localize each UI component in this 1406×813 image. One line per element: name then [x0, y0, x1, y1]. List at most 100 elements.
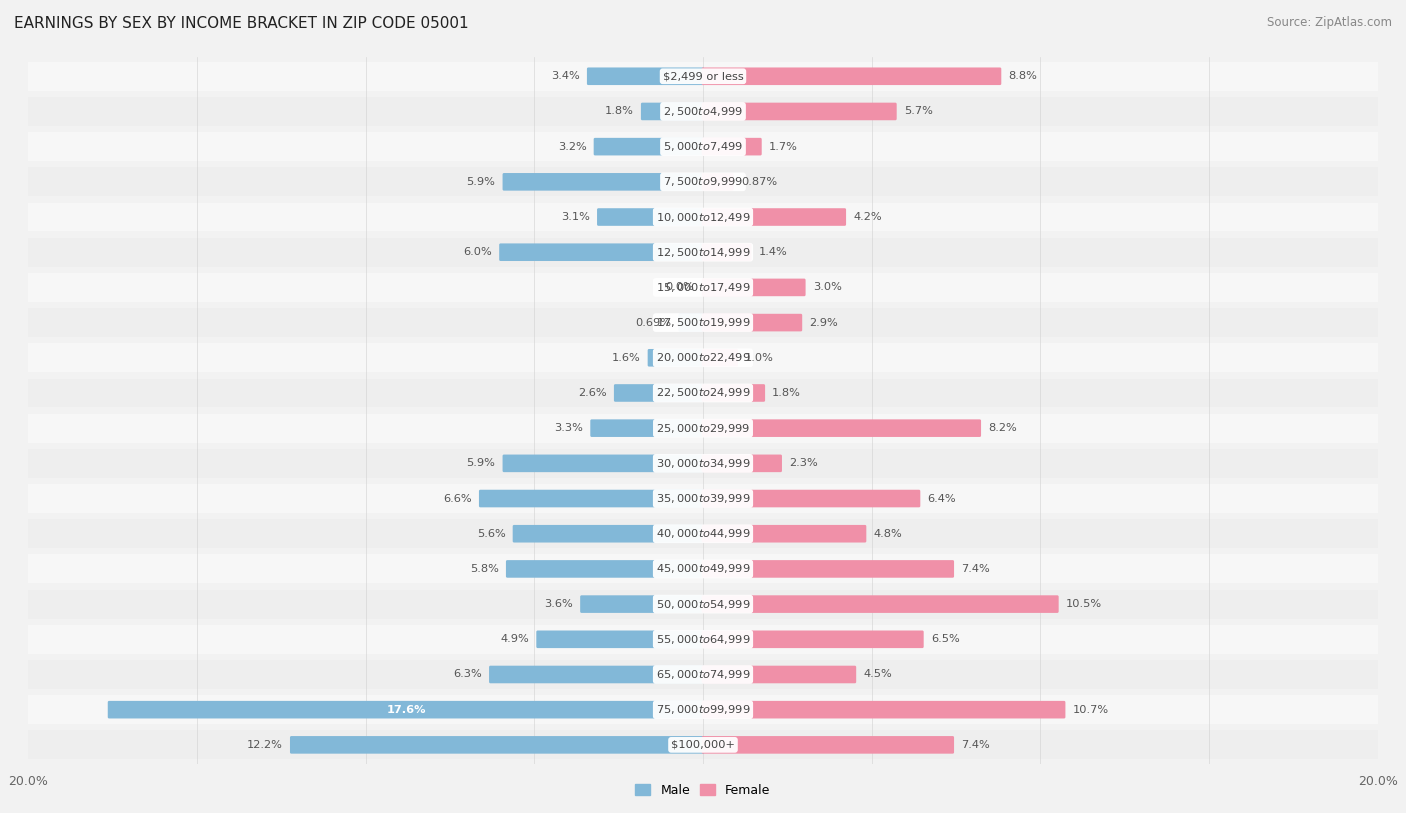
FancyBboxPatch shape — [108, 701, 704, 719]
Text: $30,000 to $34,999: $30,000 to $34,999 — [655, 457, 751, 470]
FancyBboxPatch shape — [702, 314, 803, 332]
FancyBboxPatch shape — [702, 279, 806, 296]
Text: 3.4%: 3.4% — [551, 72, 579, 81]
Text: 5.9%: 5.9% — [467, 459, 495, 468]
FancyBboxPatch shape — [702, 454, 782, 472]
Text: $75,000 to $99,999: $75,000 to $99,999 — [655, 703, 751, 716]
Text: 8.8%: 8.8% — [1008, 72, 1038, 81]
FancyBboxPatch shape — [598, 208, 704, 226]
Bar — [28, 695, 1378, 724]
Text: 0.87%: 0.87% — [741, 177, 778, 187]
FancyBboxPatch shape — [702, 666, 856, 683]
Text: 1.6%: 1.6% — [612, 353, 641, 363]
Text: 0.0%: 0.0% — [665, 282, 695, 293]
Bar — [28, 62, 1378, 91]
Bar — [28, 167, 1378, 196]
Text: 5.9%: 5.9% — [467, 177, 495, 187]
FancyBboxPatch shape — [614, 385, 704, 402]
Text: 10.7%: 10.7% — [1073, 705, 1108, 715]
Text: $10,000 to $12,499: $10,000 to $12,499 — [655, 211, 751, 224]
FancyBboxPatch shape — [702, 560, 955, 578]
Text: EARNINGS BY SEX BY INCOME BRACKET IN ZIP CODE 05001: EARNINGS BY SEX BY INCOME BRACKET IN ZIP… — [14, 16, 468, 31]
FancyBboxPatch shape — [702, 701, 1066, 719]
FancyBboxPatch shape — [702, 631, 924, 648]
Text: 3.1%: 3.1% — [561, 212, 591, 222]
FancyBboxPatch shape — [581, 595, 704, 613]
Text: 4.9%: 4.9% — [501, 634, 529, 644]
Bar — [28, 97, 1378, 126]
FancyBboxPatch shape — [648, 349, 704, 367]
Text: $15,000 to $17,499: $15,000 to $17,499 — [655, 281, 751, 294]
Text: 3.6%: 3.6% — [544, 599, 574, 609]
Text: $22,500 to $24,999: $22,500 to $24,999 — [655, 386, 751, 399]
Text: $2,499 or less: $2,499 or less — [662, 72, 744, 81]
FancyBboxPatch shape — [593, 138, 704, 155]
Text: 8.2%: 8.2% — [988, 423, 1017, 433]
Text: 1.7%: 1.7% — [769, 141, 797, 152]
Bar — [28, 449, 1378, 478]
Text: $55,000 to $64,999: $55,000 to $64,999 — [655, 633, 751, 646]
FancyBboxPatch shape — [489, 666, 704, 683]
FancyBboxPatch shape — [702, 102, 897, 120]
FancyBboxPatch shape — [479, 489, 704, 507]
Text: 6.6%: 6.6% — [443, 493, 472, 503]
Text: $40,000 to $44,999: $40,000 to $44,999 — [655, 527, 751, 540]
Bar — [28, 343, 1378, 372]
Text: 12.2%: 12.2% — [247, 740, 283, 750]
Text: 7.4%: 7.4% — [962, 740, 990, 750]
FancyBboxPatch shape — [290, 736, 704, 754]
Text: 7.4%: 7.4% — [962, 564, 990, 574]
Text: $65,000 to $74,999: $65,000 to $74,999 — [655, 668, 751, 681]
Text: 2.3%: 2.3% — [789, 459, 818, 468]
Text: $100,000+: $100,000+ — [671, 740, 735, 750]
FancyBboxPatch shape — [506, 560, 704, 578]
Text: 10.5%: 10.5% — [1066, 599, 1102, 609]
Text: $5,000 to $7,499: $5,000 to $7,499 — [664, 140, 742, 153]
Text: 3.3%: 3.3% — [554, 423, 583, 433]
Bar — [28, 589, 1378, 619]
FancyBboxPatch shape — [702, 243, 752, 261]
Bar — [28, 730, 1378, 759]
Bar — [28, 133, 1378, 161]
Text: 3.0%: 3.0% — [813, 282, 842, 293]
FancyBboxPatch shape — [702, 138, 762, 155]
Text: $17,500 to $19,999: $17,500 to $19,999 — [655, 316, 751, 329]
Text: $50,000 to $54,999: $50,000 to $54,999 — [655, 598, 751, 611]
Bar — [28, 202, 1378, 232]
Text: 1.0%: 1.0% — [745, 353, 775, 363]
FancyBboxPatch shape — [702, 420, 981, 437]
Text: $45,000 to $49,999: $45,000 to $49,999 — [655, 563, 751, 576]
Text: 5.7%: 5.7% — [904, 107, 932, 116]
FancyBboxPatch shape — [586, 67, 704, 85]
FancyBboxPatch shape — [702, 67, 1001, 85]
Text: 5.6%: 5.6% — [477, 528, 506, 539]
Legend: Male, Female: Male, Female — [636, 784, 770, 797]
Text: 4.2%: 4.2% — [853, 212, 882, 222]
Bar — [28, 660, 1378, 689]
FancyBboxPatch shape — [499, 243, 704, 261]
Text: 2.9%: 2.9% — [810, 318, 838, 328]
FancyBboxPatch shape — [641, 102, 704, 120]
Text: $20,000 to $22,499: $20,000 to $22,499 — [655, 351, 751, 364]
Text: 6.5%: 6.5% — [931, 634, 959, 644]
Bar — [28, 484, 1378, 513]
FancyBboxPatch shape — [502, 454, 704, 472]
Text: $7,500 to $9,999: $7,500 to $9,999 — [664, 176, 742, 189]
Text: $2,500 to $4,999: $2,500 to $4,999 — [664, 105, 742, 118]
FancyBboxPatch shape — [702, 349, 738, 367]
Text: $12,500 to $14,999: $12,500 to $14,999 — [655, 246, 751, 259]
FancyBboxPatch shape — [536, 631, 704, 648]
FancyBboxPatch shape — [702, 489, 921, 507]
Text: $25,000 to $29,999: $25,000 to $29,999 — [655, 422, 751, 435]
Text: 2.6%: 2.6% — [578, 388, 607, 398]
FancyBboxPatch shape — [502, 173, 704, 190]
Text: 4.5%: 4.5% — [863, 669, 891, 680]
Bar — [28, 379, 1378, 407]
Text: 6.4%: 6.4% — [928, 493, 956, 503]
FancyBboxPatch shape — [702, 525, 866, 542]
FancyBboxPatch shape — [702, 173, 734, 190]
Text: 17.6%: 17.6% — [387, 705, 426, 715]
Text: 5.8%: 5.8% — [470, 564, 499, 574]
FancyBboxPatch shape — [678, 314, 704, 332]
FancyBboxPatch shape — [513, 525, 704, 542]
